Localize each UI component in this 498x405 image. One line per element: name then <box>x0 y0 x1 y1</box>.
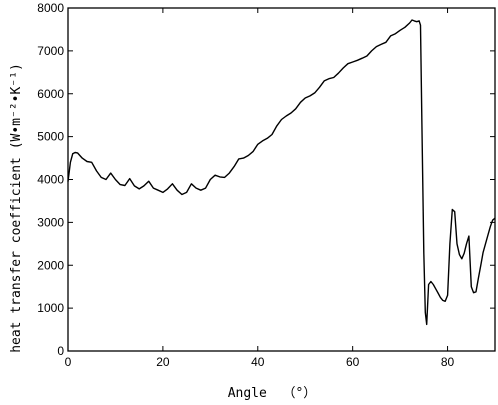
y-tick-label: 0 <box>57 344 64 358</box>
plot-frame <box>67 7 496 352</box>
series-line <box>67 19 496 326</box>
x-tick-label: 80 <box>441 355 455 369</box>
x-axis-title: Angle （°） <box>228 386 317 401</box>
y-tick-label: 3000 <box>37 215 64 229</box>
ticks-layer: 0 20 40 60 80 0 1000 2000 3000 4000 5000 6000 7000 80… <box>37 1 495 369</box>
y-axis-title: heat transfer coefficient (W•m⁻²•K⁻¹) <box>9 63 24 353</box>
x-tick-label: 60 <box>346 355 360 369</box>
y-tick-label: 1000 <box>37 301 64 315</box>
y-tick-label: 2000 <box>37 258 64 272</box>
x-tick-label: 20 <box>156 355 170 369</box>
y-tick-label: 6000 <box>37 87 64 101</box>
y-tick-label: 7000 <box>37 44 64 58</box>
y-tick-label: 4000 <box>37 173 64 187</box>
x-tick-label: 0 <box>65 355 72 369</box>
x-tick-label: 40 <box>251 355 265 369</box>
y-tick-label: 5000 <box>37 130 64 144</box>
y-tick-label: 8000 <box>37 1 64 15</box>
